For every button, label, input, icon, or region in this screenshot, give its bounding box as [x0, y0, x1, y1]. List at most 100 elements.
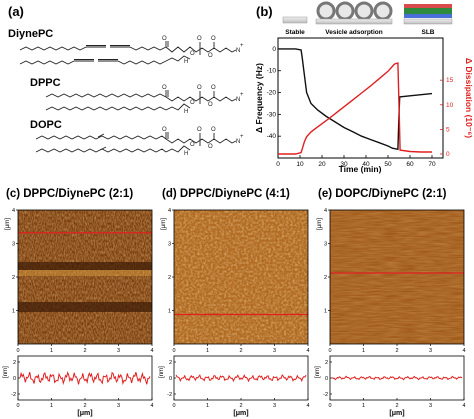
afm-profile-y-tick-label: 0 [325, 376, 328, 382]
dppc-structure [45, 90, 237, 111]
qcm-x-tick-label: 20 [318, 161, 326, 168]
afm-panel-c: (c) DPPC/DiynePC (2:1)1234[μm]20-2[nm]00… [3, 188, 154, 417]
frequency-series-line [278, 48, 433, 151]
afm-profile-x-tick-label: 3 [117, 403, 120, 409]
svg-text:+: + [240, 92, 244, 98]
afm-image-y-tick-label: 2 [12, 275, 15, 281]
afm-profile-x-tick-label: 1 [206, 403, 209, 409]
afm-image-x-tick-label: 0 [16, 348, 19, 354]
afm-image-y-tick-label: 4 [324, 208, 327, 214]
afm-profile-x-tick-label: 0 [16, 403, 19, 409]
qcm-left-tick-label: -10 [267, 68, 277, 75]
afm-height-profile-line [19, 370, 151, 386]
afm-image-x-tick-label: 1 [362, 348, 365, 354]
afm-image-x-tick-label: 3 [273, 348, 276, 354]
dopc-structure [35, 132, 237, 153]
afm-panels: (c) DPPC/DiynePC (2:1)1234[μm]20-2[nm]00… [3, 188, 466, 417]
supported-lipid-bilayer-icon [403, 4, 453, 25]
afm-image-x-tick-label: 3 [429, 348, 432, 354]
svg-text:O: O [197, 127, 202, 133]
svg-text:O: O [211, 127, 216, 133]
afm-profile-y-tick-label: 0 [13, 376, 16, 382]
qcm-left-axis-label: Δ Frequency (Hz) [254, 63, 264, 133]
qcm-right-tick-label: 0 [446, 151, 450, 158]
afm-profile-y-tick-label: 2 [325, 360, 328, 366]
svg-text:O: O [162, 127, 167, 133]
svg-text:H: H [184, 109, 188, 115]
afm-profile-x-tick-label: 0 [172, 403, 175, 409]
qcm-left-tick-label: -30 [267, 111, 277, 118]
afm-profile-x-unit: [μm] [389, 410, 404, 417]
afm-profile-y-tick-label: 0 [169, 376, 172, 382]
afm-profile-x-tick-label: 1 [50, 403, 53, 409]
panel-b-label: (b) [256, 4, 273, 19]
afm-image-x-tick-label: 2 [395, 348, 398, 354]
afm-image-x-tick-label: 4 [150, 348, 153, 354]
afm-image-x-tick-label: 4 [462, 348, 465, 354]
afm-profile-x-tick-label: 3 [429, 403, 432, 409]
afm-profile-frame [17, 355, 153, 401]
qcm-x-ticks: 0 10 20 30 40 50 60 70 [276, 155, 436, 168]
qcm-left-tick-label: -20 [267, 90, 277, 97]
afm-image-y-unit: [μm] [317, 218, 323, 230]
diynepc-structure [19, 41, 237, 65]
qcm-x-tick-label: 0 [276, 161, 280, 168]
qcm-x-tick-label: 30 [340, 161, 348, 168]
qcm-right-tick-label: 15 [446, 77, 454, 84]
afm-panel-title: (e) DOPC/DiynePC (2:1) [318, 188, 447, 200]
dopc-atoms: OOO HOO N+ [162, 127, 244, 157]
panel-a-label: (a) [8, 4, 24, 19]
afm-image-x-tick-label: 2 [239, 348, 242, 354]
afm-profile-y-tick-label: -2 [11, 392, 16, 398]
afm-image-x-tick-label: 4 [306, 348, 309, 354]
afm-panel-e: (e) DOPC/DiynePC (2:1)1234[μm]20-2[nm]00… [315, 188, 466, 417]
afm-profile-x-tick-label: 2 [395, 403, 398, 409]
svg-text:H: H [184, 151, 188, 157]
afm-image-y-tick-label: 4 [168, 208, 171, 214]
svg-text:O: O [197, 85, 202, 91]
molecule-name-dopc: DOPC [30, 119, 62, 131]
svg-text:N: N [236, 97, 240, 103]
afm-profile-x-unit: [μm] [77, 410, 92, 417]
qcm-x-tick-label: 60 [406, 161, 414, 168]
afm-image-y-tick-label: 4 [12, 208, 15, 214]
afm-height-profile-line [175, 374, 307, 383]
panel-b: (b) Stable Vesicle adsorption SLB 0 10 20 3… [254, 1, 474, 174]
afm-image-y-tick-label: 3 [324, 242, 327, 248]
panel-a: (a) DiynePC OOO HOO N+ DPPC [8, 4, 244, 157]
qcm-x-tick-label: 70 [428, 161, 436, 168]
svg-text:O: O [162, 85, 167, 91]
svg-text:H: H [184, 59, 188, 65]
afm-image-y-tick-label: 3 [12, 242, 15, 248]
qcm-x-tick-label: 40 [362, 161, 370, 168]
afm-profile-unit: [nm] [159, 366, 165, 378]
afm-image-x-tick-label: 1 [50, 348, 53, 354]
qcm-right-ticks: 0 5 10 15 [440, 77, 454, 158]
afm-dark-band [18, 302, 152, 312]
afm-image-y-unit: [μm] [5, 218, 11, 230]
afm-profile-y-tick-label: 2 [169, 360, 172, 366]
stage-label-vesicle-adsorption: Vesicle adsorption [325, 29, 382, 36]
svg-text:O: O [197, 36, 202, 42]
afm-image-texture [330, 210, 464, 344]
qcm-x-tick-label: 10 [296, 161, 304, 168]
afm-height-profile-line [331, 375, 463, 381]
svg-text:O: O [211, 36, 216, 42]
qcm-left-tick-label: -40 [267, 133, 277, 140]
afm-image-y-tick-label: 2 [168, 275, 171, 281]
afm-image-texture [174, 210, 308, 344]
afm-image-y-tick-label: 2 [324, 275, 327, 281]
molecule-name-dppc: DPPC [30, 77, 61, 89]
afm-panel-title: (c) DPPC/DiynePC (2:1) [6, 188, 133, 200]
afm-image-x-tick-label: 1 [206, 348, 209, 354]
svg-text:O: O [190, 100, 195, 106]
afm-profile-x-tick-label: 2 [83, 403, 86, 409]
qcm-right-axis-label: Δ Dissipation (10⁻⁶) [464, 58, 474, 138]
stable-substrate-icon [282, 16, 308, 24]
qcm-right-tick-label: 5 [446, 126, 450, 133]
afm-image-texture [18, 210, 152, 344]
qcm-series [278, 48, 433, 155]
molecule-name-diynepc: DiynePC [8, 28, 53, 40]
svg-text:+: + [240, 43, 244, 49]
svg-text:O: O [208, 102, 213, 108]
